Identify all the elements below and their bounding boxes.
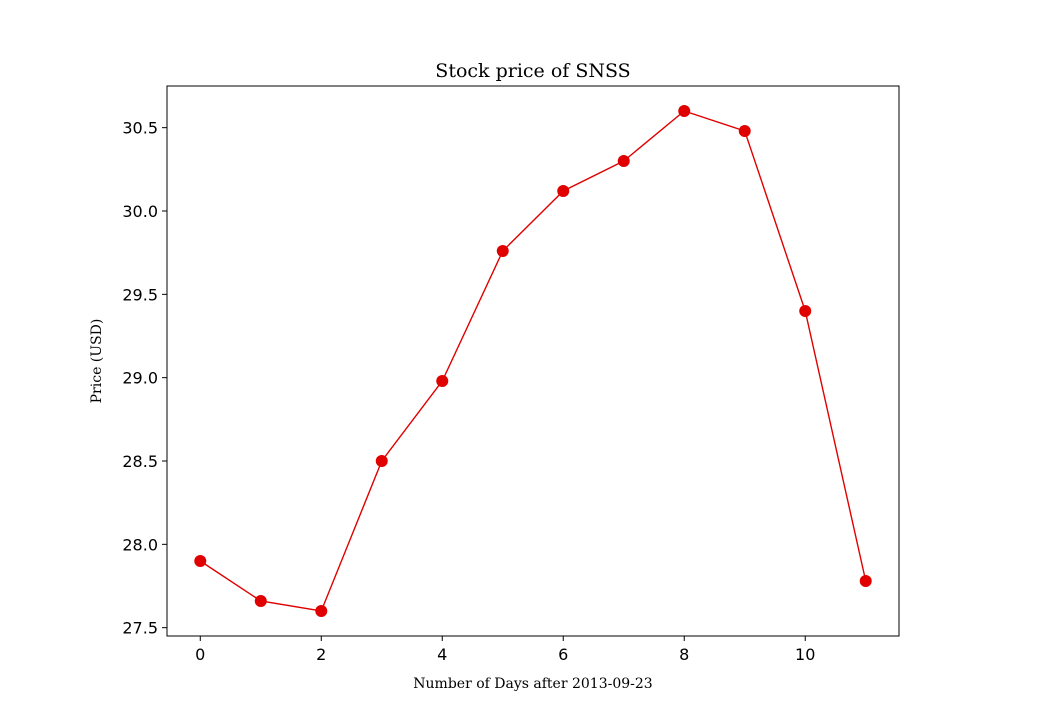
y-tick-label: 28.5 (122, 452, 158, 471)
x-tick-label: 2 (316, 645, 326, 664)
x-tick-label: 4 (437, 645, 447, 664)
data-point (194, 555, 207, 567)
data-point (859, 575, 872, 587)
y-tick-label: 29.0 (122, 369, 158, 388)
plot-frame (166, 85, 900, 637)
series-line (199, 110, 867, 612)
x-tick-label: 10 (795, 645, 815, 664)
data-point (315, 605, 328, 617)
x-axis-label: Number of Days after 2013-09-23 (413, 676, 652, 692)
y-tick-label: 27.5 (122, 619, 158, 638)
y-axis: 27.5 28.0 28.5 29.0 29.5 30.0 30.5 (122, 119, 167, 638)
data-point (557, 185, 570, 197)
data-point (375, 455, 388, 467)
data-point (738, 125, 751, 137)
x-axis: 0 2 4 6 8 10 (195, 636, 815, 664)
data-point (496, 245, 509, 257)
y-tick-label: 28.0 (122, 535, 158, 554)
x-tick-label: 8 (679, 645, 689, 664)
data-point (436, 375, 449, 387)
y-tick-label: 30.0 (122, 202, 158, 221)
y-axis-label: Price (USD) (89, 319, 105, 404)
chart-title: Stock price of SNSS (435, 60, 630, 82)
x-tick-label: 0 (195, 645, 205, 664)
x-tick-label: 6 (558, 645, 568, 664)
y-tick-label: 30.5 (122, 119, 158, 138)
data-point (254, 595, 267, 607)
y-tick-label: 29.5 (122, 285, 158, 304)
data-point (799, 305, 812, 317)
data-point (617, 155, 630, 167)
series-layer (194, 105, 872, 617)
data-point (678, 105, 691, 117)
